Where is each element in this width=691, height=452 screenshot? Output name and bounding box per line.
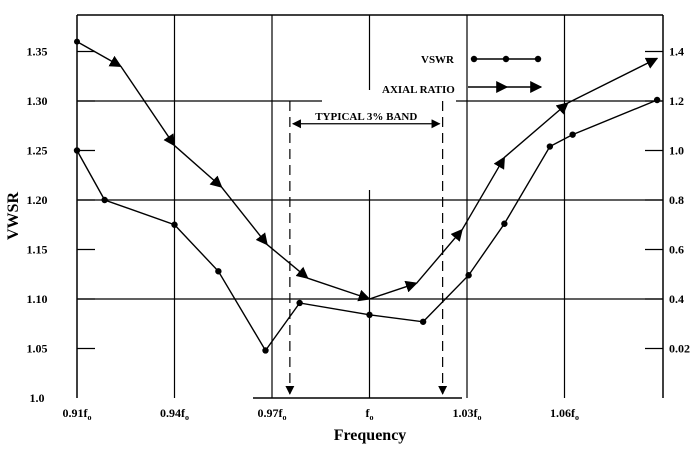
plot-frame bbox=[76, 14, 664, 399]
y-left-tick-label: 1.25 bbox=[27, 144, 48, 158]
vswr-point bbox=[366, 311, 373, 319]
vswr-point bbox=[73, 147, 81, 154]
vswr-point bbox=[215, 268, 222, 275]
axial-ratio-segment bbox=[416, 228, 463, 284]
y-right-tick-label: 1.2 bbox=[669, 94, 684, 108]
x-tick-label: fo bbox=[366, 406, 374, 422]
y-left-tick-label: 1.05 bbox=[27, 342, 48, 356]
axial-ratio-segment bbox=[174, 145, 223, 188]
axial-ratio-segment bbox=[307, 277, 371, 302]
axial-ratio-segment bbox=[76, 40, 122, 67]
x-tick-label: 0.94fo bbox=[160, 406, 189, 422]
y-right-tick-label: 1.0 bbox=[669, 144, 684, 158]
y-right-tick-label: 0.8 bbox=[669, 193, 684, 207]
legend-vswr-marker bbox=[470, 55, 478, 63]
legend: VSWR AXIAL RATIO bbox=[382, 54, 543, 96]
vswr-point bbox=[546, 143, 554, 150]
vswr-point bbox=[101, 196, 108, 204]
y-axis-title: VWSR bbox=[5, 192, 22, 240]
x-axis-title: Frequency bbox=[334, 427, 407, 444]
vswr-point bbox=[296, 299, 303, 307]
legend-vswr-marker bbox=[502, 55, 510, 63]
axial-ratio-segment bbox=[221, 186, 268, 246]
y-right-tick-label: 0.6 bbox=[669, 243, 684, 257]
y-left-tick-label: 1.15 bbox=[27, 243, 48, 257]
axial-ratio-segment bbox=[266, 244, 309, 279]
y-right-tick-label: 0.4 bbox=[669, 292, 684, 306]
y-left-tick-label: 1.10 bbox=[27, 292, 48, 306]
vswr-point bbox=[569, 131, 576, 138]
data-series bbox=[73, 38, 661, 354]
x-tick-label: 0.91fo bbox=[63, 406, 92, 422]
vswr-point bbox=[171, 221, 178, 228]
vswr-point bbox=[501, 220, 508, 227]
x-tick-label: 1.06fo bbox=[550, 406, 579, 422]
band-label: TYPICAL 3% BAND bbox=[315, 111, 417, 123]
legend-axial-ratio-label: AXIAL RATIO bbox=[382, 84, 455, 96]
axial-ratio-point bbox=[74, 38, 80, 45]
vswr-point bbox=[419, 318, 427, 325]
axial-ratio-segment bbox=[369, 280, 418, 300]
y-left-tick-label: 1.20 bbox=[27, 193, 48, 207]
axial-ratio-segment bbox=[567, 57, 659, 104]
legend-vswr-label: VSWR bbox=[421, 54, 455, 66]
axial-ratio-segment bbox=[503, 102, 569, 158]
vswr-point bbox=[262, 347, 269, 354]
x-tick-label: 1.03fo bbox=[453, 406, 482, 422]
axis-labels: Frequency VWSR bbox=[5, 192, 406, 444]
axial-ratio-segment bbox=[120, 65, 176, 147]
x-tick-label: 0.97fo bbox=[258, 406, 287, 422]
vswr-point bbox=[465, 272, 472, 279]
legend-vswr-marker bbox=[534, 55, 542, 63]
y-left-tick-label: 1.35 bbox=[27, 45, 48, 59]
band-annotation: TYPICAL 3% BAND bbox=[285, 101, 448, 395]
axis-ticks: 1.0 1.05 1.10 1.15 1.20 1.25 1.30 1.35 0.02 0.4 0.… bbox=[27, 45, 691, 423]
y-left-tick-label: 1.30 bbox=[27, 94, 48, 108]
y-right-tick-label: 1.4 bbox=[669, 45, 684, 59]
vswr-point bbox=[653, 96, 661, 104]
grid-lines bbox=[77, 15, 663, 398]
y-left-tick-label: 1.0 bbox=[30, 391, 45, 405]
y-right-tick-label: 0.02 bbox=[669, 342, 690, 356]
axial-ratio-segment bbox=[461, 156, 505, 231]
